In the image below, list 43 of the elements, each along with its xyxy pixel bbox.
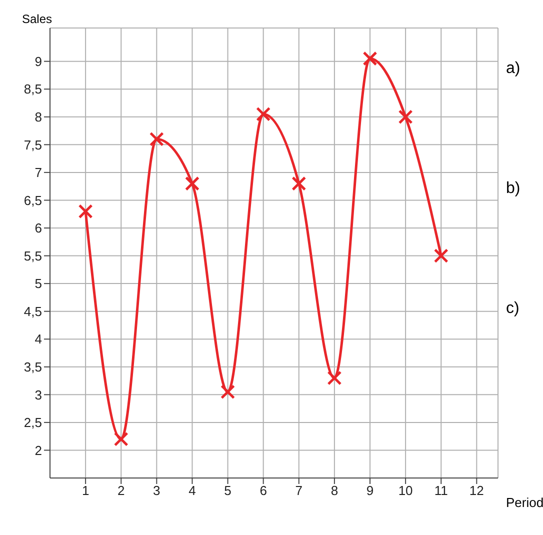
y-tick-label: 6,5 <box>24 192 42 208</box>
y-tick-label: 4,5 <box>24 304 42 319</box>
point <box>78 204 93 219</box>
point <box>256 106 271 122</box>
y-tick-label: 5,5 <box>24 248 42 264</box>
text: a) <box>506 60 520 78</box>
x-tick-label: 7 <box>295 483 303 498</box>
point <box>114 432 128 446</box>
text: c) <box>506 300 520 318</box>
x-tick-label: 6 <box>260 483 267 498</box>
y-tick-label: 3,5 <box>24 360 42 375</box>
point <box>362 51 378 66</box>
point <box>398 110 413 124</box>
y-tick-label: 8,5 <box>24 82 42 97</box>
x-tick-label: 12 <box>469 483 484 498</box>
x-axis-title: Period <box>506 495 543 510</box>
point <box>149 132 164 146</box>
y-tick-label: 2,5 <box>24 415 42 430</box>
y-tick-label: 6 <box>34 220 42 236</box>
point <box>327 370 342 386</box>
point <box>220 384 236 400</box>
y-tick-label: 9 <box>34 54 42 69</box>
x-tick-label: 3 <box>153 483 160 498</box>
y-tick-label: 7,5 <box>24 137 42 152</box>
point <box>292 176 306 191</box>
y-tick-label: 3 <box>34 387 42 402</box>
x-tick-label: 8 <box>330 483 338 498</box>
y-axis-title: Sales <box>22 12 52 26</box>
x-tick-label: 2 <box>117 483 125 498</box>
y-tick-label: 4 <box>34 332 42 347</box>
text: b) <box>506 180 520 198</box>
x-tick-label: 4 <box>188 483 196 498</box>
point <box>434 248 448 264</box>
x-tick-label: 5 <box>224 483 232 498</box>
x-tick-label: 10 <box>398 483 413 498</box>
y-tick-label: 7 <box>34 165 42 180</box>
x-tick-label: 9 <box>366 483 374 498</box>
y-tick-label: 2 <box>34 442 42 458</box>
x-tick-label: 11 <box>434 483 448 498</box>
point <box>184 176 200 191</box>
y-tick-label: 8 <box>34 110 42 125</box>
x-tick-label: 1 <box>82 483 90 498</box>
y-tick-label: 5 <box>34 276 42 292</box>
